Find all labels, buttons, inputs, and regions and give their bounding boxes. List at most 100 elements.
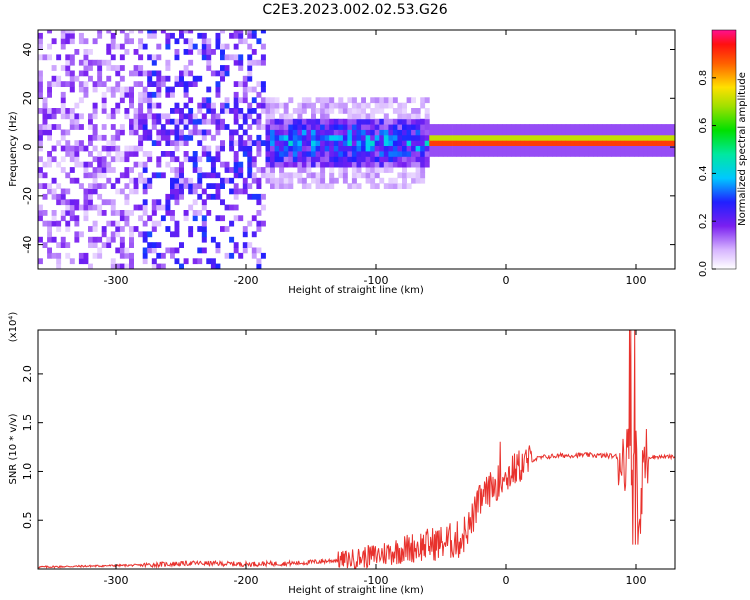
spectrogram-cell	[197, 140, 203, 146]
spectrogram-cell	[74, 236, 80, 243]
spectrogram-cell	[60, 145, 66, 152]
spectrogram-cell	[260, 86, 266, 93]
spectrogram-cell	[315, 151, 321, 157]
spectrogram-cell	[574, 140, 580, 146]
spectrogram-cell	[56, 75, 62, 82]
spectrogram-cell	[274, 102, 280, 109]
spectrogram-cell	[652, 145, 658, 152]
spectrogram-cell	[260, 124, 266, 130]
spectrogram-cell	[392, 151, 398, 157]
spectrogram-cell	[115, 134, 121, 141]
spectrogram-cell	[151, 59, 157, 66]
spectrogram-cell	[188, 108, 194, 114]
spectrogram-cell	[65, 59, 71, 66]
spectrogram-cell	[611, 145, 617, 152]
spectrogram-cell	[188, 81, 194, 87]
spectrogram-cell	[274, 145, 280, 152]
spectrogram-cell	[260, 172, 266, 179]
spectrogram-cell	[142, 236, 148, 243]
spectrogram-cell	[424, 113, 430, 120]
spectrogram-cell	[138, 97, 144, 104]
spectrogram-cell	[256, 177, 262, 184]
spectrogram-cell	[142, 129, 148, 136]
spectrogram-cell	[288, 156, 294, 163]
spectrogram-cell	[106, 86, 112, 93]
spectrogram-cell	[338, 124, 344, 130]
spectrogram-cell	[101, 91, 107, 98]
spectrogram-cell	[247, 151, 253, 157]
spectrogram-cell	[256, 151, 262, 157]
spectrogram-cell	[129, 242, 134, 248]
spectrogram-cell	[270, 124, 275, 130]
spectrogram-cell	[215, 129, 221, 136]
spectrogram-cell	[511, 124, 517, 130]
spectrogram-cell	[106, 65, 112, 71]
spectrogram-cell	[238, 65, 244, 71]
spectrogram-cell	[210, 108, 216, 114]
spectrogram-cell	[151, 242, 157, 248]
spectrogram-cell	[83, 81, 89, 87]
spectrogram-cell	[356, 108, 362, 114]
spectrogram-cell	[333, 151, 339, 157]
spectrogram-cell	[138, 81, 144, 87]
spectrogram-cell	[356, 145, 362, 152]
spectrogram-cell	[88, 183, 93, 189]
spectrogram-cell	[665, 145, 671, 152]
spectrogram-cell	[538, 129, 544, 136]
spectrogram-cell	[297, 145, 303, 152]
spectrogram-cell	[115, 247, 121, 254]
spectrogram-cell	[347, 140, 353, 146]
spectrogram-cell	[138, 172, 144, 179]
spectrogram-cell	[124, 220, 130, 227]
spectrogram-cell	[183, 91, 189, 98]
spectrogram-cell	[110, 258, 116, 265]
spectrogram-cell	[411, 108, 416, 114]
spectrogram-cell	[56, 140, 62, 146]
spectrogram-cell	[60, 65, 66, 71]
spectrogram-cell	[301, 108, 307, 114]
spectrogram-cell	[220, 161, 225, 168]
spectrogram-cell	[397, 129, 403, 136]
spectrogram-cell	[611, 124, 617, 130]
spectrogram-cell	[197, 118, 203, 125]
spectrogram-cell	[138, 113, 144, 120]
spectrogram-cell	[342, 134, 348, 141]
spectrogram-cell	[151, 210, 157, 216]
spectrogram-cell	[110, 124, 116, 130]
spectrogram-cell	[142, 204, 148, 211]
spectrogram-cell	[174, 54, 180, 61]
spectrogram-cell	[483, 145, 489, 152]
spectrogram-cell	[629, 129, 635, 136]
spectrogram-cell	[197, 49, 203, 55]
spectrogram-cell	[78, 81, 84, 87]
spectrogram-cell	[288, 172, 294, 179]
spectrogram-cell	[251, 118, 257, 125]
spectrogram-cell	[324, 145, 330, 152]
spectrogram-cell	[74, 204, 80, 211]
spectrogram-cell	[206, 86, 212, 93]
spectrogram-cell	[279, 183, 285, 189]
spectrogram-cell	[270, 108, 275, 114]
spectrogram-cell	[101, 161, 107, 168]
spectrogram-cell	[265, 167, 271, 173]
spectrogram-cell	[56, 258, 62, 265]
spectrogram-cell	[292, 151, 298, 157]
spectrogram-cell	[192, 129, 198, 136]
spectrogram-cell	[229, 134, 235, 141]
spectrogram-cell	[110, 199, 116, 206]
spectrogram-cell	[83, 145, 89, 152]
spectrogram-cell	[215, 113, 221, 120]
spectrogram-cell	[88, 236, 93, 243]
spectrogram-cell	[220, 183, 225, 189]
spectrogram-cell	[188, 118, 194, 125]
spectrogram-cell	[370, 156, 376, 163]
spectrogram-cell	[452, 129, 458, 136]
spectrogram-cell	[97, 81, 103, 87]
spectrogram-x-tick-label: 100	[626, 274, 647, 287]
spectrogram-cell	[420, 102, 426, 109]
spectrogram-cell	[406, 151, 412, 157]
spectrogram-cell	[347, 156, 353, 163]
spectrogram-cell	[370, 124, 376, 130]
spectrogram-cell	[288, 145, 294, 152]
